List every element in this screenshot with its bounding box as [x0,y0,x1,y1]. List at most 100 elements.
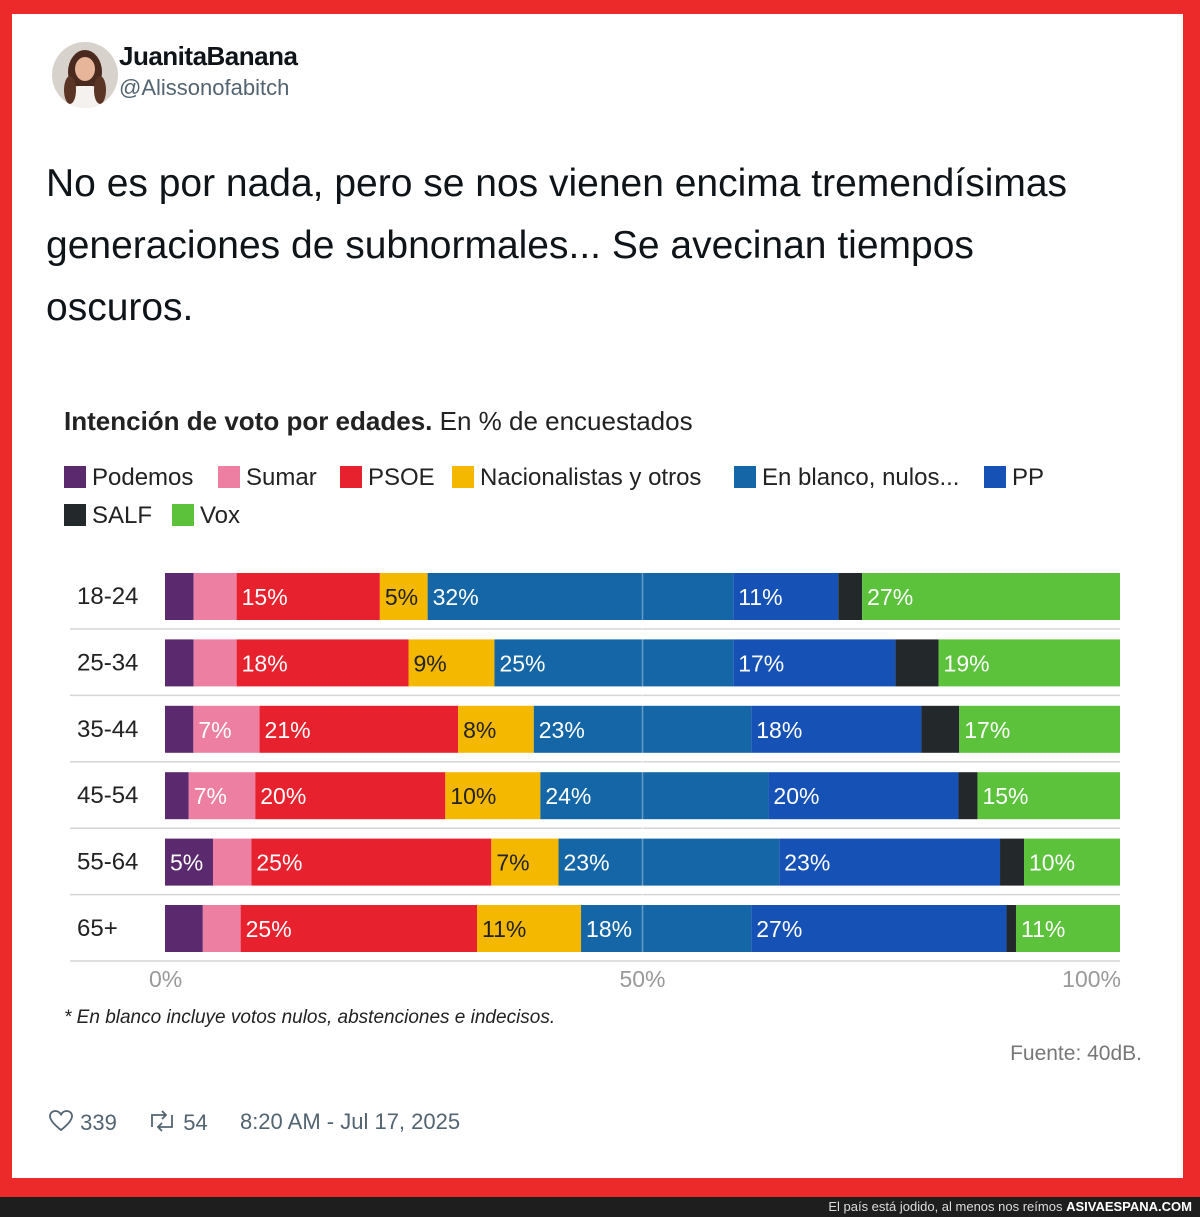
bar-segment-vox [959,705,1120,753]
data-label: 10% [450,783,496,809]
data-label: 11% [738,584,782,610]
chart-title: Intención de voto por edades. En % de en… [64,406,693,437]
bar-segment-psoe [255,772,446,820]
bar-segment-pp [733,573,839,620]
x-tick-label: 100% [1062,966,1121,992]
legend-item-salf: SALF [64,502,152,530]
chart-subtitle: En % de encuestados [439,406,693,436]
watermark-site[interactable]: ASIVAESPANA.COM [1066,1199,1192,1214]
bar-segment-psoe [259,705,459,753]
data-label: 20% [773,783,819,809]
legend-item-vox: Vox [172,502,240,530]
legend-swatch [452,466,474,488]
legend-item-sumar: Sumar [218,464,317,492]
data-label: 18% [586,916,632,942]
chart-title-main: Intención de voto por edades. [64,406,433,436]
data-label: 15% [982,783,1028,809]
legend-item-pp: PP [984,464,1044,492]
bar-segment-pp [779,838,1001,886]
bar-segment-psoe [236,573,380,620]
bar-segment-en-blanco-nulos [581,905,752,952]
category-label: 25-34 [77,649,138,676]
data-label: 5% [170,850,203,876]
bar-segment-sumar [212,838,252,886]
bar-segment-pp [733,639,896,687]
bar-segment-vox [862,573,1120,620]
data-label: 20% [260,783,306,809]
bar-segment-en-blanco-nulos [494,639,734,687]
bar-segment-sumar [188,772,256,820]
legend-swatch [340,466,362,488]
bar-segment-sumar [202,905,241,952]
data-label: 7% [198,717,231,743]
legend-label: Nacionalistas y otros [480,464,702,491]
data-label: 15% [242,584,288,610]
retweet-icon [151,1109,173,1132]
data-label: 18% [242,650,288,676]
data-label: 23% [564,850,610,876]
bar-segment-vox [1024,838,1120,886]
data-label: 19% [944,650,990,676]
legend-item-nacionalistas-y-otros: Nacionalistas y otros [452,464,701,492]
legend-label: PP [1012,464,1045,491]
tweet-text: No es por nada, pero se nos vienen encim… [46,162,1068,329]
x-tick-label: 0% [149,966,182,992]
bar-segment-vox [938,639,1120,687]
tweet-timestamp[interactable]: 8:20 AM - Jul 17, 2025 [239,1109,461,1135]
bar-segment-salf [1006,905,1016,952]
retweet-button[interactable]: 54 [147,1109,208,1136]
like-button[interactable]: 339 [48,1109,117,1136]
tweet-meta: 339 54 8:20 AM - Jul 17, 2025 [48,1108,460,1136]
legend-item-psoe: PSOE [340,464,435,492]
bar-segment-salf [1000,838,1025,886]
data-label: 24% [545,783,591,809]
legend-label: En blanco, nulos... [762,464,960,491]
bar-segment-podemos [165,639,194,687]
bar-segment-salf [921,705,960,753]
bar-segment-psoe [240,905,478,952]
bar-segment-pp [768,772,959,820]
data-label: 25% [256,850,302,876]
avatar[interactable] [52,42,118,108]
data-label: 25% [246,916,292,942]
bar-segment-salf [838,573,863,620]
bar-segment-sumar [193,573,237,620]
bar-segment-sumar [193,639,237,687]
data-label: 27% [756,916,802,942]
data-label: 27% [867,584,913,610]
data-label: 17% [964,717,1010,743]
watermark-caption: El país está jodido, al menos nos reímos… [828,1199,1192,1214]
bar-segment-nacionalistas-y-otros [491,838,559,886]
bar-segment-podemos [165,573,194,620]
user-handle[interactable]: @Alissonofabitch [119,75,290,100]
display-name[interactable]: JuanitaBanana [119,41,298,71]
legend-label: PSOE [368,464,435,491]
category-label: 45-54 [77,782,138,809]
bar-segment-nacionalistas-y-otros [379,573,428,620]
stacked-bar-chart: 18-24 15% 5% 32% 11% 27% 25-34 18% 9% 25% 17% 19% 35… [70,573,1121,992]
chart-footnote: * En blanco incluye votos nulos, abstenc… [64,1007,556,1028]
bar-segment-en-blanco-nulos [558,838,780,886]
data-label: 32% [433,584,479,610]
legend-item-podemos: Podemos [64,464,193,492]
bar-segment-nacionalistas-y-otros [477,905,582,952]
legend-swatch [734,466,756,488]
data-label: 23% [784,850,830,876]
watermark-text: El país está jodido, al menos nos reímos [828,1199,1063,1214]
legend-swatch [984,466,1006,488]
x-tick-label: 50% [619,966,665,992]
bar-segment-sumar [193,705,260,753]
heart-icon [49,1109,73,1131]
legend-swatch [172,504,194,526]
legend-swatch [64,504,86,526]
bar-segment-psoe [251,838,492,886]
bar-segment-en-blanco-nulos [540,772,769,820]
legend-label: Podemos [92,464,194,491]
bar-segment-pp [751,705,922,753]
data-label: 23% [539,717,585,743]
data-label: 17% [738,650,784,676]
bar-segment-salf [895,639,939,687]
bar-segment-podemos [165,905,203,952]
data-label: 9% [414,650,447,676]
bar-segment-vox [1015,905,1120,952]
